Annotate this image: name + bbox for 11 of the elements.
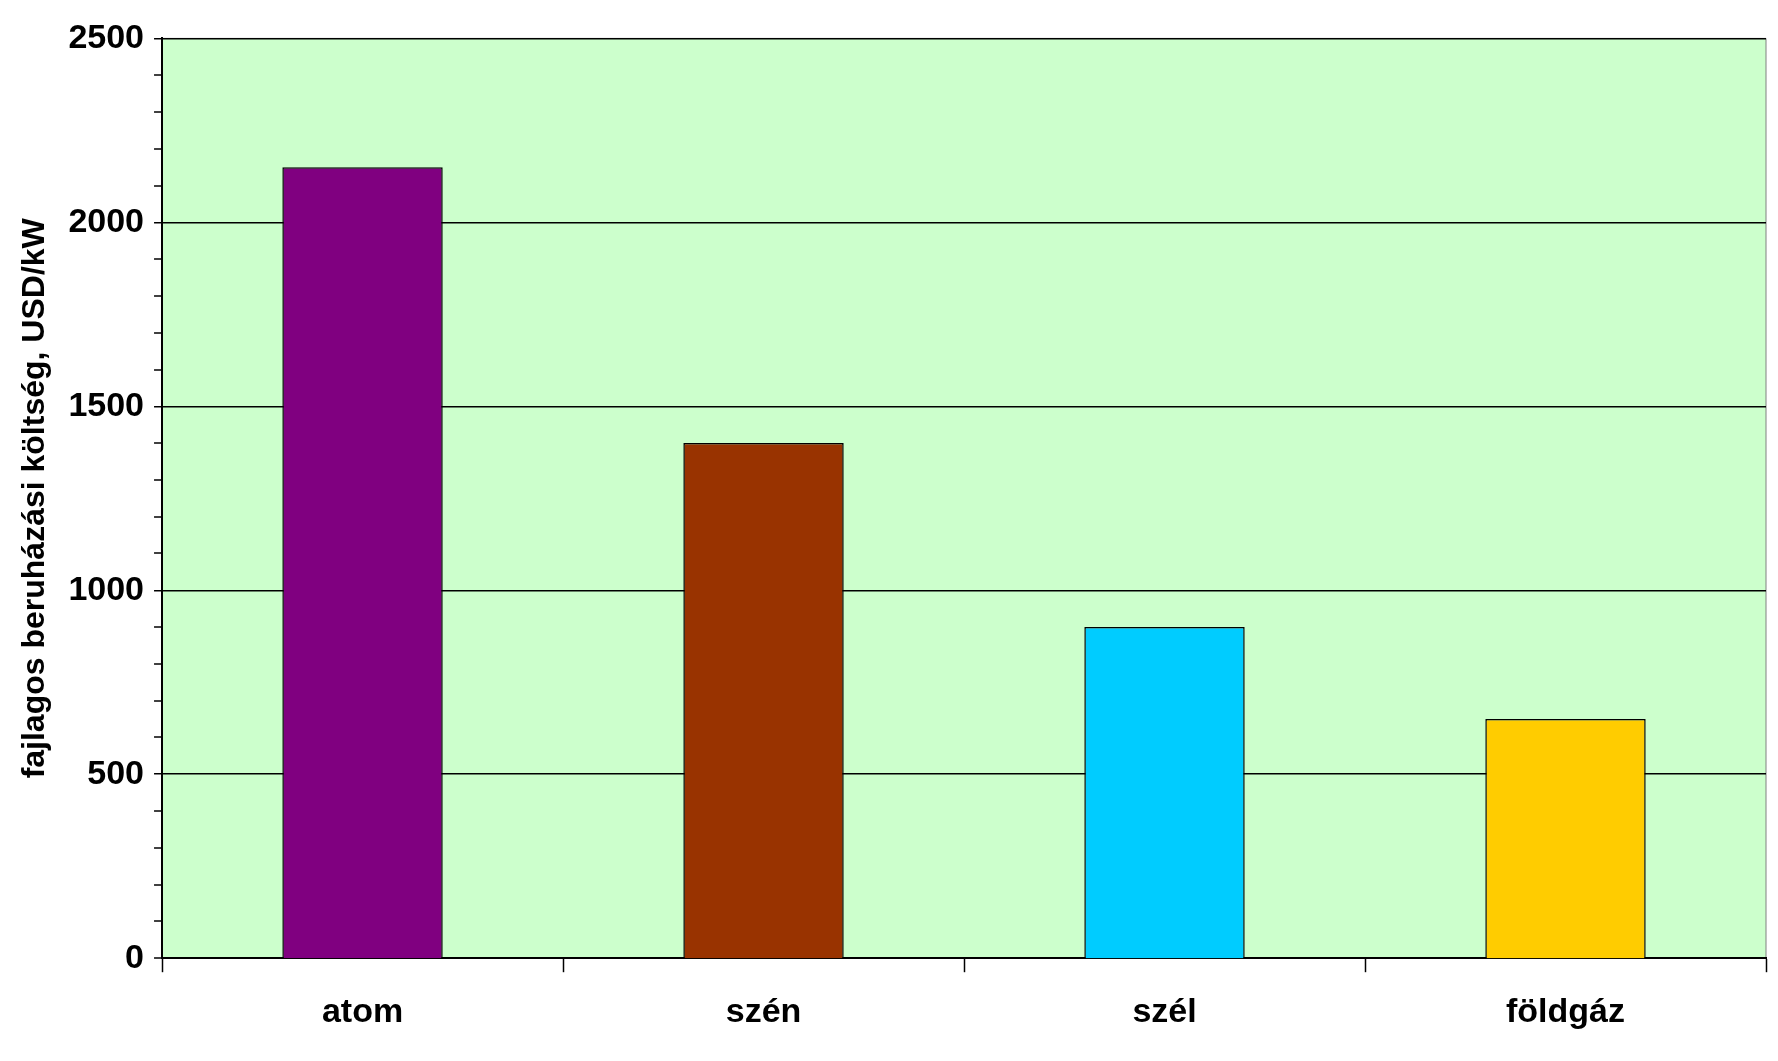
y-tick-label: 500: [87, 752, 145, 791]
y-tick-label: 1000: [68, 568, 145, 607]
y-tick-label: 2000: [68, 200, 145, 239]
x-tick-label: atom: [321, 990, 404, 1029]
y-tick-label: 0: [125, 936, 145, 975]
y-axis-title: fajlagos beruházási költség, USD/kW: [15, 217, 52, 779]
x-tick-label: szén: [725, 990, 802, 1029]
y-tick-label: 1500: [68, 384, 145, 423]
x-tick-label: szél: [1132, 990, 1197, 1029]
y-tick-label: 2500: [68, 16, 145, 55]
x-tick-label: földgáz: [1506, 990, 1625, 1029]
